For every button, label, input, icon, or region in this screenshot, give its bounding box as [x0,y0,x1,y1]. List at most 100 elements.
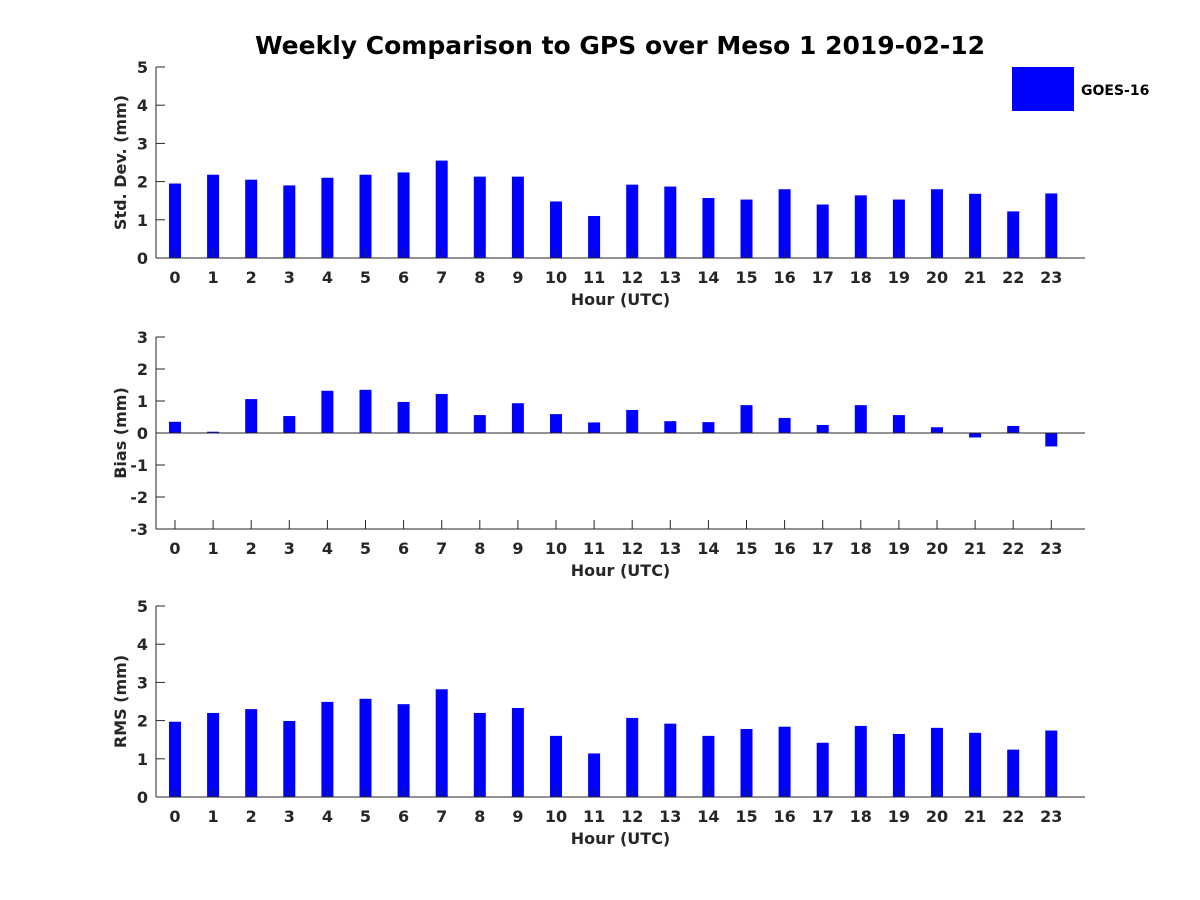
y-tick-label-bias-0: -3 [130,520,148,539]
chart-title: Weekly Comparison to GPS over Meso 1 201… [255,31,985,60]
x-tick-label-bias-11: 11 [583,539,605,558]
bar-bias-hour-22 [1007,425,1020,433]
bar-bias-hour-11 [588,422,601,433]
x-tick-label-rms-22: 22 [1002,807,1024,826]
legend: GOES-16 [1012,67,1149,111]
bar-rms-hour-5 [359,698,372,797]
bar-std-dev-hour-3 [283,185,296,258]
x-tick-label-rms-21: 21 [964,807,986,826]
y-axis-label-std-dev: Std. Dev. (mm) [111,95,130,230]
x-tick-label-bias-22: 22 [1002,539,1024,558]
bar-std-dev-hour-14 [702,198,715,258]
x-axis-label-rms: Hour (UTC) [571,829,671,848]
bar-std-dev-hour-0 [169,183,181,258]
bar-bias-hour-20 [931,427,943,433]
bar-std-dev-hour-12 [626,184,639,258]
x-tick-label-std-dev-15: 15 [735,268,757,287]
bar-rms-hour-6 [397,704,410,797]
bar-std-dev-hour-8 [473,176,486,258]
y-tick-label-bias-4: 1 [137,392,148,411]
x-tick-label-rms-16: 16 [773,807,795,826]
x-tick-label-std-dev-17: 17 [812,268,834,287]
x-tick-label-std-dev-3: 3 [284,268,295,287]
x-tick-label-rms-6: 6 [398,807,409,826]
x-tick-label-std-dev-5: 5 [360,268,371,287]
x-tick-label-bias-17: 17 [812,539,834,558]
bar-bias-hour-21 [969,433,982,438]
x-tick-label-std-dev-18: 18 [850,268,872,287]
x-tick-label-bias-14: 14 [697,539,719,558]
bar-std-dev-hour-21 [969,193,982,258]
x-tick-label-bias-1: 1 [208,539,219,558]
x-tick-label-bias-13: 13 [659,539,681,558]
x-tick-label-bias-7: 7 [436,539,447,558]
x-tick-label-rms-5: 5 [360,807,371,826]
x-tick-label-std-dev-1: 1 [208,268,219,287]
bar-bias-hour-4 [321,390,334,433]
x-tick-label-bias-8: 8 [474,539,485,558]
y-tick-label-bias-1: -2 [130,488,148,507]
x-tick-label-bias-23: 23 [1040,539,1062,558]
bar-std-dev-hour-5 [359,174,372,258]
bar-std-dev-hour-19 [892,199,905,258]
y-tick-label-rms-2: 2 [137,712,148,731]
bar-rms-hour-8 [473,712,486,797]
bar-rms-hour-19 [892,733,905,797]
bar-bias-hour-9 [511,403,524,433]
bar-std-dev-hour-10 [550,201,562,258]
bar-rms-hour-7 [435,689,448,797]
x-tick-label-std-dev-0: 0 [169,268,180,287]
bar-rms-hour-20 [931,727,943,797]
bar-bias-hour-18 [854,405,867,433]
x-tick-label-bias-10: 10 [545,539,567,558]
y-axis-label-bias: Bias (mm) [111,387,130,479]
x-tick-label-bias-15: 15 [735,539,757,558]
x-tick-label-bias-5: 5 [360,539,371,558]
bar-bias-hour-3 [283,416,296,433]
legend-swatch [1012,67,1074,111]
y-tick-label-rms-3: 3 [137,673,148,692]
x-axis-label-std-dev: Hour (UTC) [571,290,671,309]
x-tick-label-rms-7: 7 [436,807,447,826]
x-tick-label-rms-23: 23 [1040,807,1062,826]
x-tick-label-bias-12: 12 [621,539,643,558]
bar-bias-hour-5 [359,389,372,433]
bar-rms-hour-17 [816,742,829,797]
x-tick-label-std-dev-12: 12 [621,268,643,287]
bar-rms-hour-21 [969,732,982,797]
x-tick-label-bias-3: 3 [284,539,295,558]
x-tick-label-rms-0: 0 [169,807,180,826]
y-tick-label-bias-6: 3 [137,328,148,347]
y-tick-label-std-dev-0: 0 [137,249,148,268]
bar-bias-hour-13 [664,421,677,433]
bar-rms-hour-0 [169,721,181,797]
bar-std-dev-hour-18 [854,195,867,258]
bar-rms-hour-14 [702,735,715,797]
bar-bias-hour-12 [626,409,639,433]
x-tick-label-rms-8: 8 [474,807,485,826]
bar-rms-hour-10 [550,735,562,797]
bar-std-dev-hour-11 [588,215,601,258]
legend-label: GOES-16 [1081,83,1149,99]
y-tick-label-bias-2: -1 [130,456,148,475]
x-tick-label-bias-19: 19 [888,539,910,558]
x-tick-label-std-dev-6: 6 [398,268,409,287]
bar-bias-hour-8 [473,415,486,433]
bar-bias-hour-1 [207,431,220,433]
x-tick-label-rms-2: 2 [246,807,257,826]
bar-bias-hour-6 [397,401,410,433]
bar-rms-hour-3 [283,720,296,797]
x-axis-label-bias: Hour (UTC) [571,561,671,580]
bar-rms-hour-18 [854,725,867,797]
bar-std-dev-hour-22 [1007,211,1020,258]
bar-rms-hour-11 [588,753,601,797]
bar-rms-hour-16 [778,726,791,797]
x-tick-label-std-dev-8: 8 [474,268,485,287]
bar-rms-hour-15 [740,729,753,797]
y-tick-label-std-dev-3: 3 [137,134,148,153]
bar-std-dev-hour-6 [397,172,410,258]
x-tick-label-bias-6: 6 [398,539,409,558]
y-tick-label-std-dev-1: 1 [137,211,148,230]
bar-std-dev-hour-17 [816,204,829,258]
